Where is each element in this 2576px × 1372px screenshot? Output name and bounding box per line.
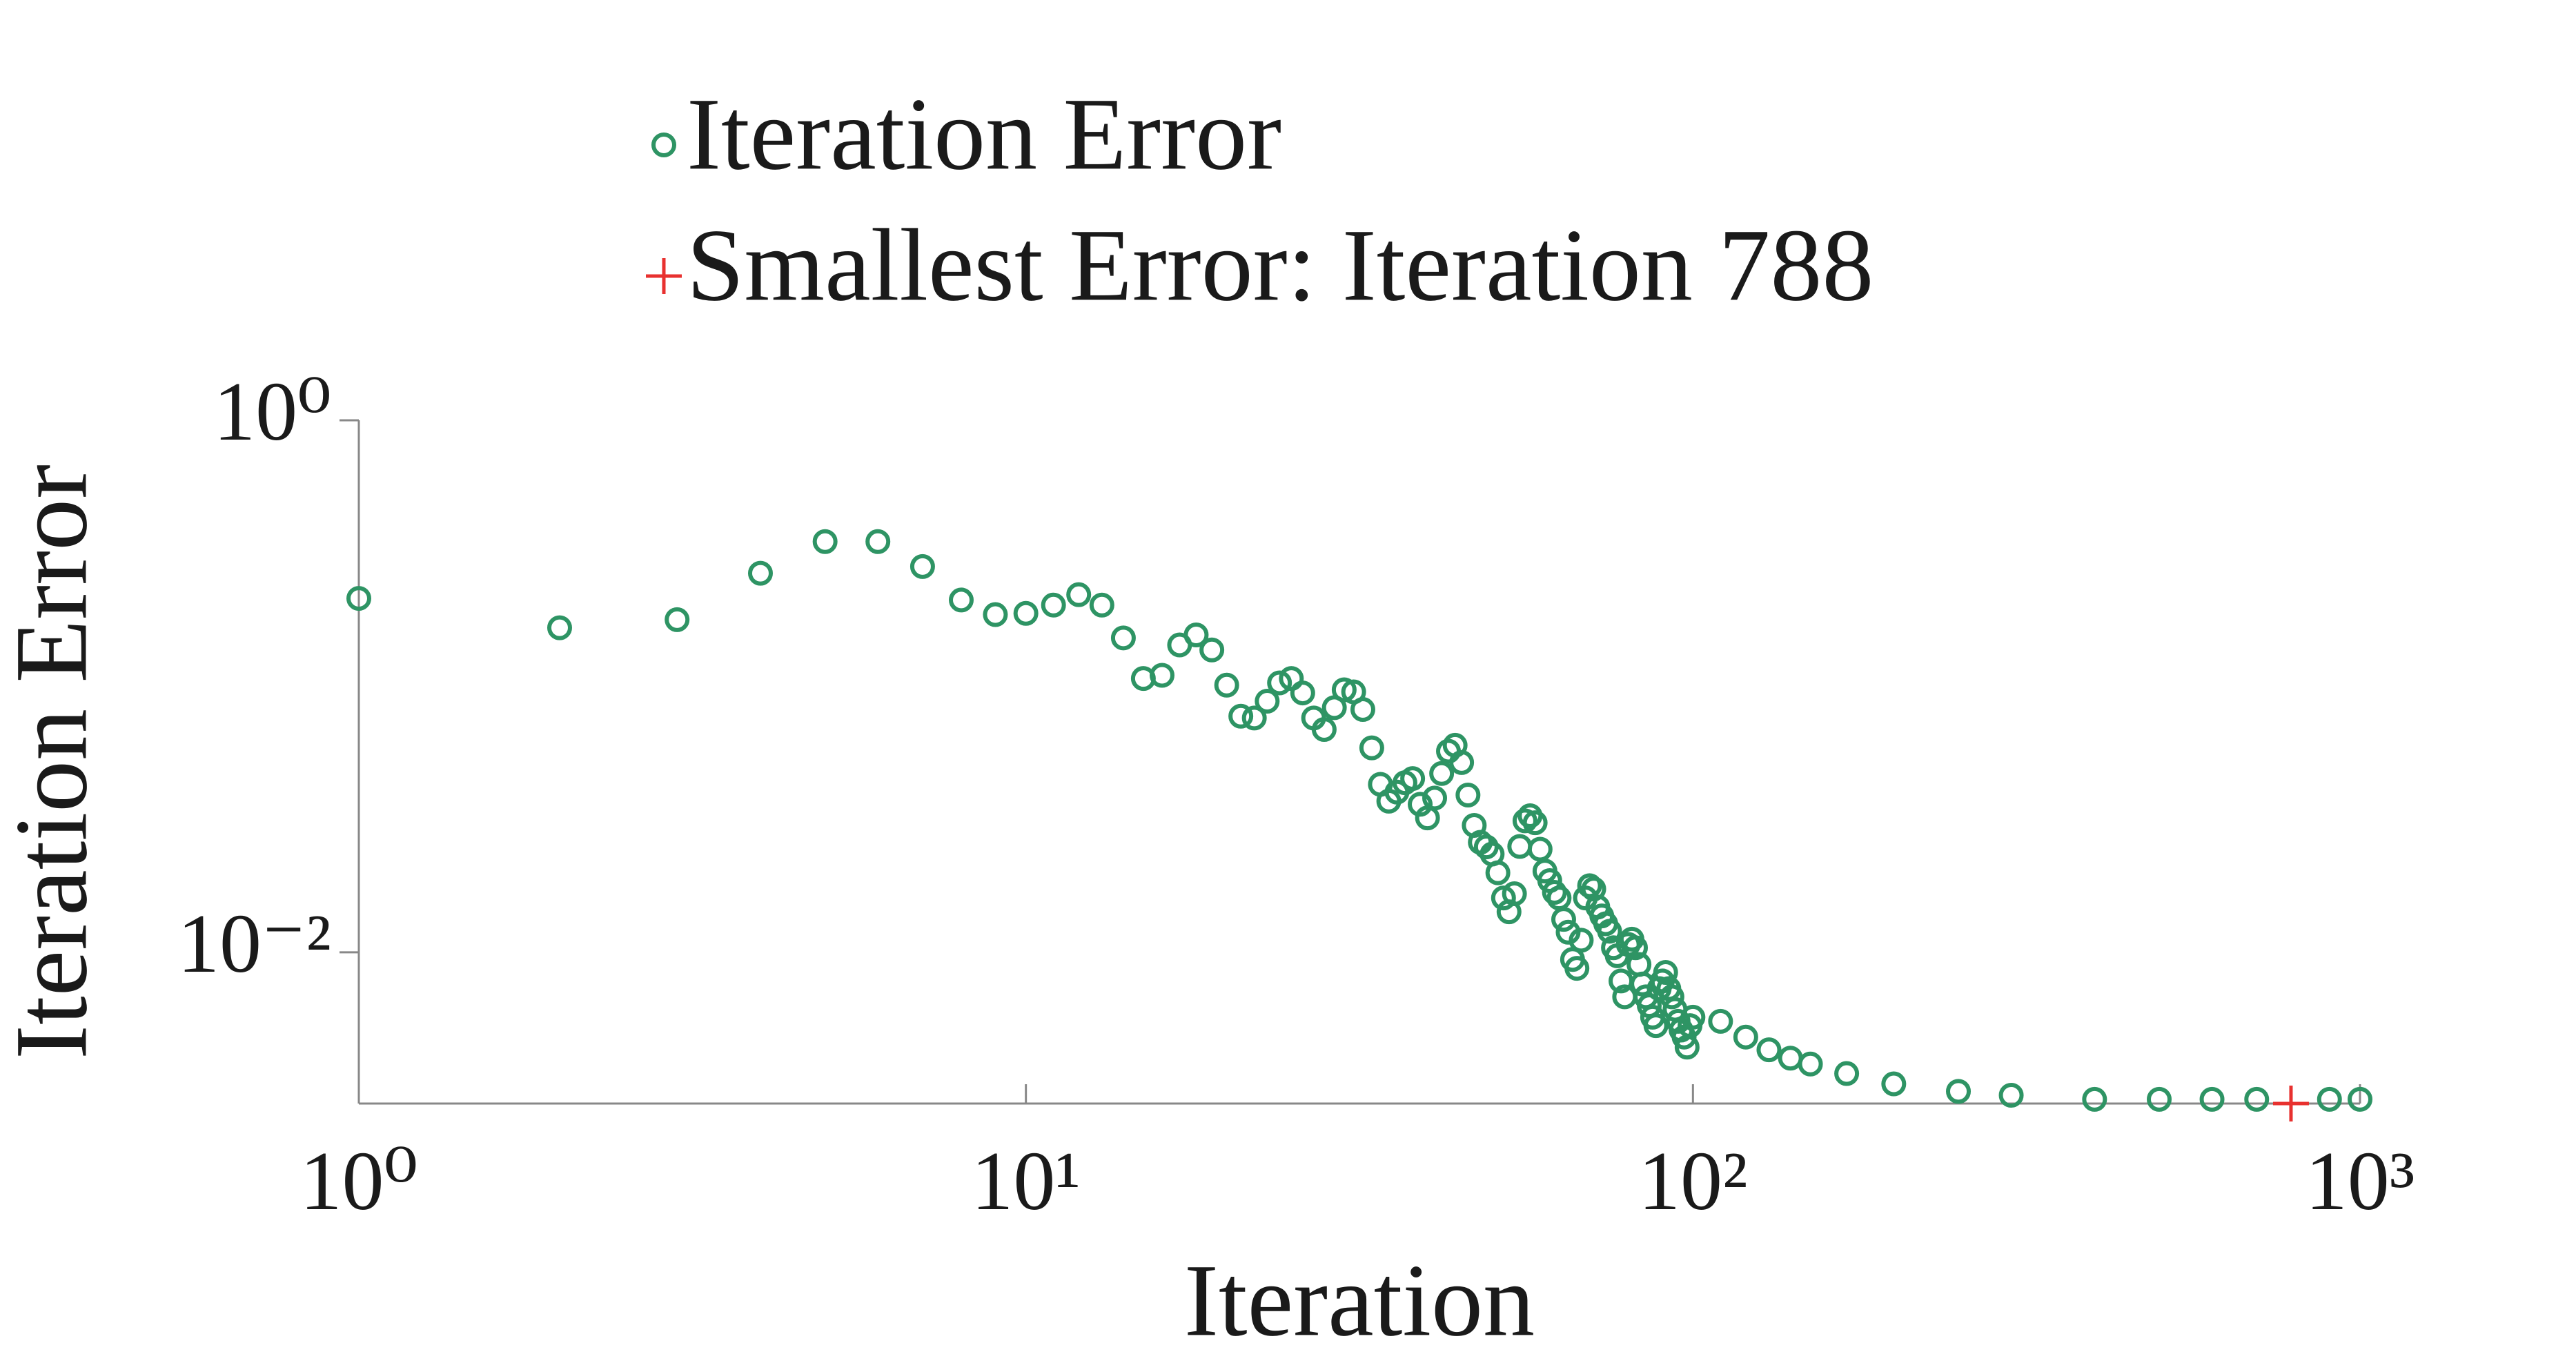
x-tick-label: 10¹ (971, 1135, 1081, 1228)
point (1680, 1004, 1706, 1030)
point (1653, 960, 1678, 986)
point (1527, 836, 1553, 862)
point (1214, 672, 1239, 698)
point (1778, 1046, 1803, 1071)
point (1834, 1061, 1860, 1086)
point (1422, 785, 1448, 811)
point (1267, 670, 1292, 696)
point (1290, 680, 1315, 706)
point (1311, 717, 1337, 743)
point (1659, 984, 1684, 1010)
point (1400, 766, 1426, 792)
point (1199, 637, 1225, 663)
point (983, 602, 1008, 627)
legend-marker (651, 133, 676, 157)
point (1507, 834, 1533, 859)
point (1183, 622, 1209, 647)
point (1041, 592, 1066, 618)
point (1350, 697, 1375, 723)
point (865, 529, 891, 554)
point (2348, 1086, 2372, 1112)
legend-label: Iteration Error (687, 77, 1281, 191)
point (1066, 582, 1092, 607)
point (1110, 625, 1136, 651)
legend-label: Smallest Error: Iteration 788 (687, 208, 1874, 322)
point (1455, 783, 1481, 808)
point (948, 587, 974, 613)
point (1881, 1071, 1907, 1097)
point (1542, 879, 1567, 905)
point (1733, 1024, 1758, 1050)
y-axis-label: Iteration Error (0, 464, 108, 1059)
point (1241, 705, 1267, 731)
point (910, 553, 935, 579)
point (2147, 1086, 2172, 1112)
x-tick-label: 10³ (2305, 1135, 2415, 1228)
point (1998, 1083, 2024, 1108)
legend-marker (646, 258, 682, 294)
point (1491, 885, 1516, 911)
point (1359, 735, 1384, 761)
x-tick-label: 10² (1638, 1135, 1748, 1228)
point (1512, 808, 1537, 834)
point (2272, 1086, 2309, 1121)
point (747, 560, 773, 586)
point (1429, 761, 1455, 786)
point (1449, 749, 1475, 775)
point (1569, 928, 1594, 953)
point (1013, 600, 1039, 626)
point (1255, 689, 1280, 714)
point (1408, 792, 1433, 817)
point (1485, 860, 1511, 885)
x-tick-label: 10⁰ (300, 1135, 418, 1228)
point (1564, 956, 1590, 981)
point (1946, 1079, 1972, 1104)
point (1577, 873, 1602, 899)
point (1228, 703, 1254, 729)
point (1798, 1051, 1823, 1077)
point (2244, 1086, 2270, 1112)
point (1643, 1013, 1669, 1039)
x-axis-label: Iteration (1184, 1243, 1535, 1358)
point (812, 529, 838, 554)
point (1089, 592, 1114, 618)
point (1502, 881, 1527, 907)
point (1546, 885, 1572, 911)
point (665, 607, 690, 632)
point (346, 586, 371, 611)
point (1756, 1037, 1782, 1063)
point (1623, 935, 1649, 961)
point (1551, 907, 1576, 932)
point (2199, 1086, 2225, 1112)
y-tick-label: 10⁰ (213, 365, 331, 458)
y-tick-label: 10⁻² (177, 897, 331, 990)
point (1331, 677, 1357, 703)
point (1597, 919, 1622, 944)
point (547, 615, 572, 640)
point (1708, 1008, 1733, 1034)
point (2317, 1086, 2342, 1112)
point (1522, 810, 1548, 836)
point (1149, 663, 1174, 688)
point (2082, 1086, 2107, 1112)
